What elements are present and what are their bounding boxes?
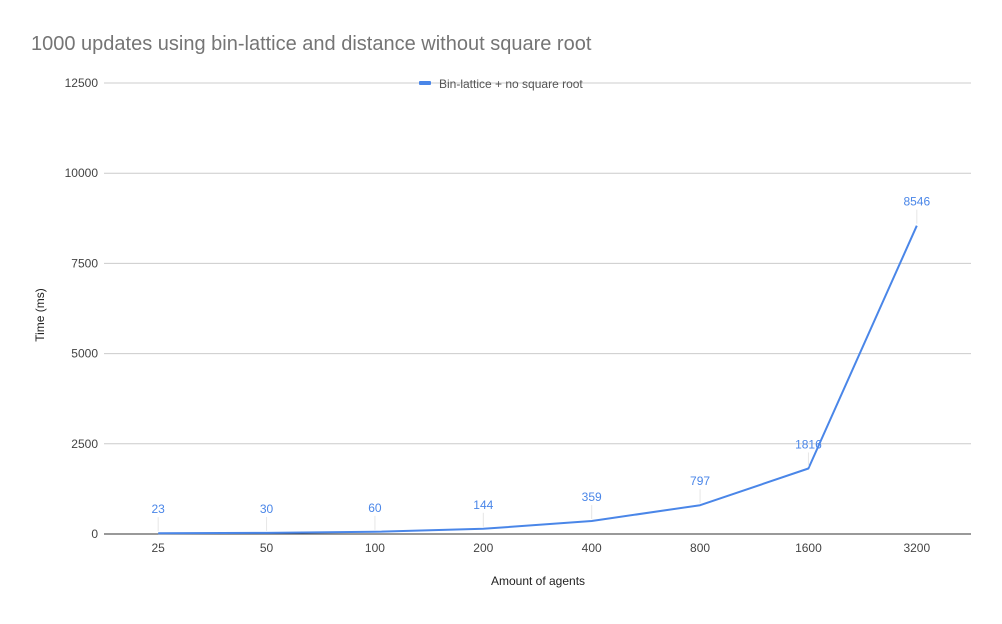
data-label: 8546 (903, 195, 930, 209)
y-tick-label: 7500 (71, 256, 98, 270)
data-label: 1816 (795, 437, 822, 451)
x-tick-label: 1600 (795, 541, 822, 555)
x-tick-label: 3200 (903, 541, 930, 555)
legend: Bin-lattice + no square root (419, 77, 583, 91)
legend-swatch (419, 81, 431, 85)
y-tick-label: 2500 (71, 437, 98, 451)
data-label: 797 (690, 474, 710, 488)
x-axis-title: Amount of agents (491, 574, 585, 588)
series-group (158, 225, 918, 535)
series-line (158, 225, 918, 535)
y-axis-ticks: 0 2500 5000 7500 10000 12500 (65, 76, 99, 541)
y-tick-label: 12500 (65, 76, 99, 90)
gridlines (104, 82, 971, 445)
y-axis-title: Time (ms) (33, 288, 47, 342)
y-tick-label: 10000 (65, 166, 99, 180)
y-tick-label: 0 (91, 527, 98, 541)
data-label: 144 (473, 498, 493, 512)
x-tick-label: 25 (152, 541, 166, 555)
x-tick-label: 100 (365, 541, 385, 555)
legend-label: Bin-lattice + no square root (439, 77, 583, 91)
data-label: 60 (368, 501, 382, 515)
x-tick-label: 400 (582, 541, 602, 555)
x-tick-label: 800 (690, 541, 710, 555)
data-label: 23 (152, 502, 166, 516)
y-tick-label: 5000 (71, 347, 98, 361)
x-tick-label: 200 (473, 541, 493, 555)
x-tick-label: 50 (260, 541, 274, 555)
chart-title: 1000 updates using bin-lattice and dista… (31, 33, 592, 55)
data-labels: 23 30 60 144 359 797 1816 8546 (152, 195, 930, 532)
data-label: 359 (582, 490, 602, 504)
x-axis-ticks: 25 50 100 200 400 800 1600 3200 (152, 541, 931, 555)
data-label: 30 (260, 502, 274, 516)
